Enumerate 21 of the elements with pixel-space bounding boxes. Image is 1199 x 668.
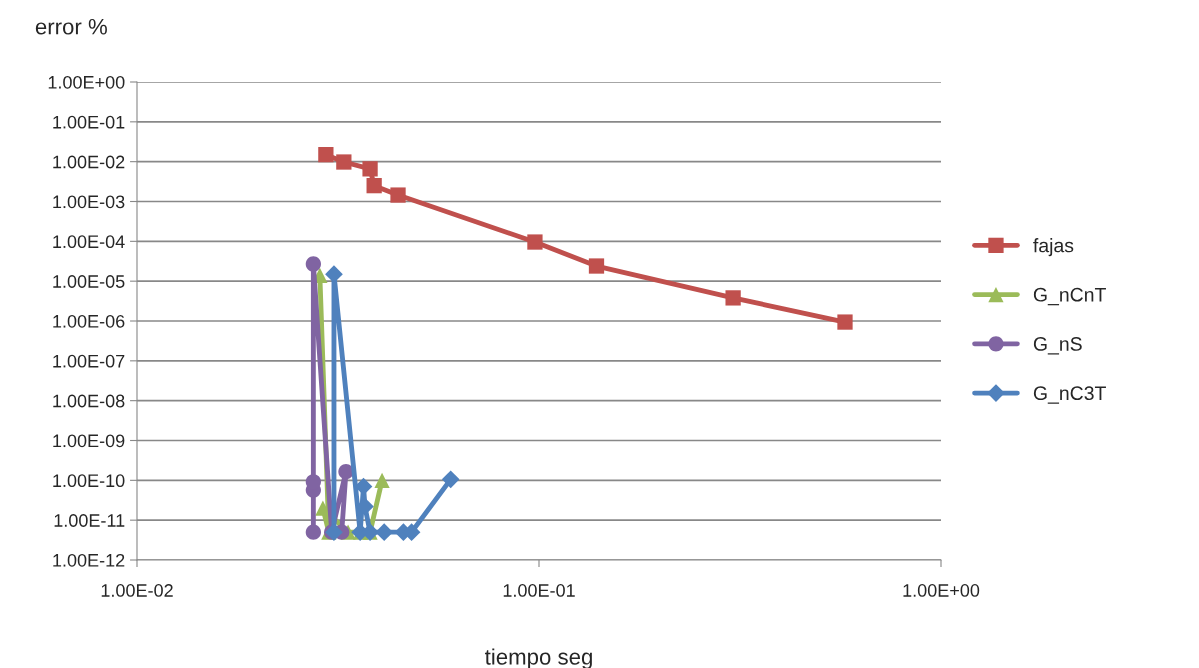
x-tick-label: 1.00E-01 <box>503 584 575 597</box>
legend-label: G_nCnT <box>1033 287 1106 306</box>
legend-label: fajas <box>1033 238 1074 257</box>
legend-label: G_nS <box>1033 337 1082 355</box>
x-tick-label: 1.00E+00 <box>903 584 980 597</box>
y-tick-label: 1.00E-04 <box>53 235 125 249</box>
y-tick-label: 1.00E+00 <box>48 75 125 89</box>
y-tick-label: 1.00E-02 <box>53 155 125 169</box>
y-tick-label: 1.00E-10 <box>53 474 125 488</box>
y-tick-label: 1.00E-11 <box>54 514 125 527</box>
y-tick-label: 1.00E-03 <box>53 195 125 209</box>
y-tick-label: 1.00E-01 <box>53 115 125 129</box>
y-tick-label: 1.00E-09 <box>53 434 125 448</box>
y-tick-label: 1.00E-12 <box>53 553 125 567</box>
y-tick-label: 1.00E-05 <box>53 275 125 288</box>
y-tick-label: 1.00E-07 <box>53 354 125 368</box>
x-tick-label: 1.00E-02 <box>101 584 173 597</box>
y-tick-label: 1.00E-06 <box>53 314 125 328</box>
y-tick-label: 1.00E-08 <box>53 394 125 408</box>
y-axis-title: error % <box>35 18 107 35</box>
legend-label: G_nC3T <box>1033 386 1106 404</box>
